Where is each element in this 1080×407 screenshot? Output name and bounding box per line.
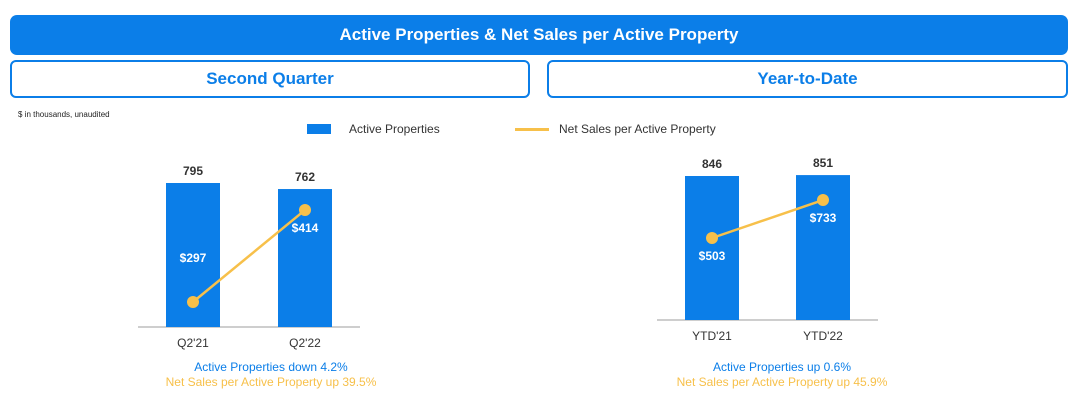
net-sales-line-q [192,209,306,303]
bar-value-label-ytd-1: 851 [813,156,833,170]
bar-value-label-ytd-0: 846 [702,157,722,171]
line-point-q-1 [299,204,311,217]
caption-second-quarter: Active Properties down 4.2% Net Sales pe… [121,360,421,390]
page-title: Active Properties & Net Sales per Active… [10,15,1068,55]
bar-ytd-0 [685,176,739,320]
caption-active-properties-q: Active Properties down 4.2% [194,360,348,374]
legend-label-active-properties: Active Properties [349,122,440,136]
caption-net-sales-ytd: Net Sales per Active Property up 45.9% [676,375,888,389]
legend-item-active-properties: Active Properties [307,122,440,136]
chart-legend: Active Properties Net Sales per Active P… [0,120,1080,140]
section-header-second-quarter: Second Quarter [10,60,530,98]
legend-swatch-bar [307,124,331,134]
net-sales-line-ytd [711,198,824,240]
bar-value-label-q-1: 762 [295,170,315,184]
legend-label-net-sales: Net Sales per Active Property [559,122,716,136]
legend-swatch-line [515,127,549,131]
line-point-q-0 [187,296,199,308]
category-label-ytd-0: YTD'21 [692,329,732,343]
category-label-ytd-1: YTD'22 [803,329,843,343]
line-value-label-q-1: $414 [292,221,319,235]
category-label-q-1: Q2'22 [289,336,321,350]
legend-item-net-sales: Net Sales per Active Property [515,122,716,136]
caption-year-to-date: Active Properties up 0.6% Net Sales per … [632,360,932,390]
line-value-label-q-0: $297 [180,251,207,265]
caption-net-sales-q: Net Sales per Active Property up 39.5% [165,375,377,389]
line-point-ytd-1 [817,194,829,207]
category-label-q-0: Q2'21 [177,336,209,350]
section-header-year-to-date: Year-to-Date [547,60,1068,98]
bar-value-label-q-0: 795 [183,164,203,178]
line-value-label-ytd-1: $733 [810,211,837,225]
line-value-label-ytd-0: $503 [699,249,726,263]
line-point-ytd-0 [706,232,718,244]
caption-active-properties-ytd: Active Properties up 0.6% [712,360,852,374]
units-footnote: $ in thousands, unaudited [18,110,110,119]
